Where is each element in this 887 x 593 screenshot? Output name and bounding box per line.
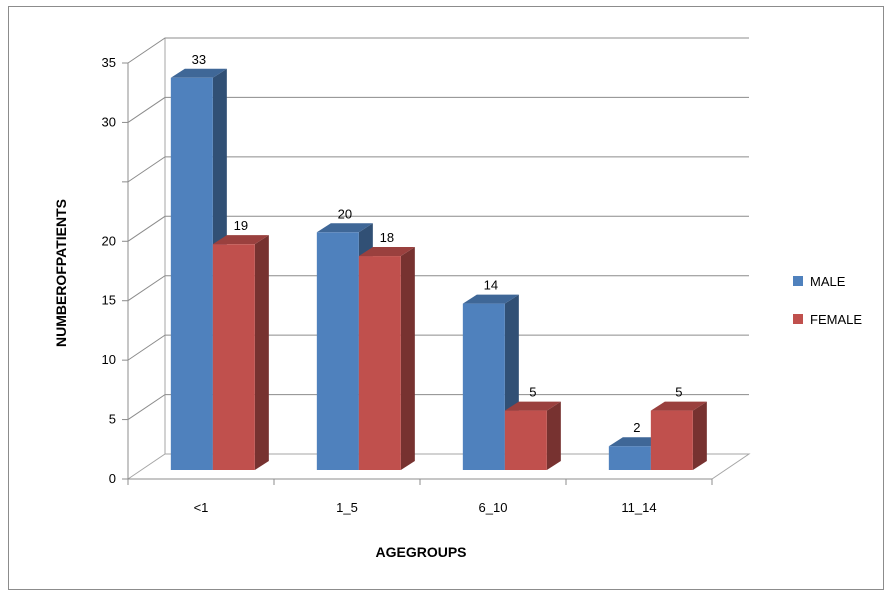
bar-top [650, 401, 707, 411]
gridline [127, 215, 749, 242]
gridlines [127, 37, 749, 420]
bar-front [170, 77, 213, 471]
data-label: 5 [675, 385, 682, 400]
bar-front [504, 410, 547, 470]
bar [358, 247, 415, 470]
x-tick-label: 1_5 [336, 500, 358, 515]
bar [650, 401, 707, 470]
data-label: 19 [234, 218, 248, 233]
y-tick-label: 10 [102, 352, 116, 367]
x-tick-label: 6_10 [479, 500, 508, 515]
x-tick-label: 11_14 [621, 500, 656, 515]
y-axis-title: NUMBEROFPATIENTS [53, 199, 69, 347]
bar-side [546, 401, 561, 470]
legend-swatch [793, 314, 803, 324]
bar-top [316, 223, 373, 233]
bar-top [462, 294, 519, 304]
y-tick-label: 20 [102, 233, 116, 248]
x-axis-title: AGEGROUPS [375, 544, 466, 560]
y-tick-label: 15 [102, 293, 116, 308]
bar-front [212, 244, 255, 470]
data-labels: 33 19 20 18 14 5 2 5 [192, 52, 683, 435]
bar-side [400, 247, 415, 470]
bar-top [358, 247, 415, 257]
data-label: 5 [529, 385, 536, 400]
axes: 0 5 10 15 20 30 35 <1 1_5 6_10 11_14 [102, 55, 713, 515]
bar-front [608, 446, 651, 470]
legend-label: FEMALE [810, 312, 862, 327]
legend-swatch [793, 276, 803, 286]
legend: MALE FEMALE [793, 274, 862, 327]
bar-top [170, 68, 227, 78]
bar-top [212, 235, 269, 245]
legend-label: MALE [810, 274, 846, 289]
gridline [127, 275, 749, 302]
y-tick-label: 0 [109, 471, 116, 486]
data-label: 14 [484, 278, 498, 293]
back-wall [165, 38, 749, 454]
bar-front [358, 256, 401, 470]
gridline [127, 334, 749, 361]
gridline [127, 37, 749, 64]
gridline [127, 156, 749, 183]
y-tick-label: 30 [102, 114, 116, 129]
bar-side [692, 401, 707, 470]
bar-side [254, 235, 269, 470]
bar-front [462, 303, 505, 470]
bar [504, 401, 561, 470]
y-tick-label: 5 [109, 412, 116, 427]
bar-front [316, 232, 359, 470]
bar-top [504, 401, 561, 411]
gridline [127, 96, 749, 123]
y-tick-label: 35 [102, 55, 116, 70]
chart-walls [126, 38, 751, 480]
bar [212, 235, 269, 470]
data-label: 33 [192, 52, 206, 67]
bars [170, 68, 707, 471]
data-label: 18 [380, 230, 394, 245]
data-label: 20 [338, 206, 352, 221]
gridline [127, 394, 749, 420]
bar-front [650, 410, 693, 470]
data-label: 2 [633, 420, 640, 435]
x-tick-label: <1 [194, 500, 209, 515]
